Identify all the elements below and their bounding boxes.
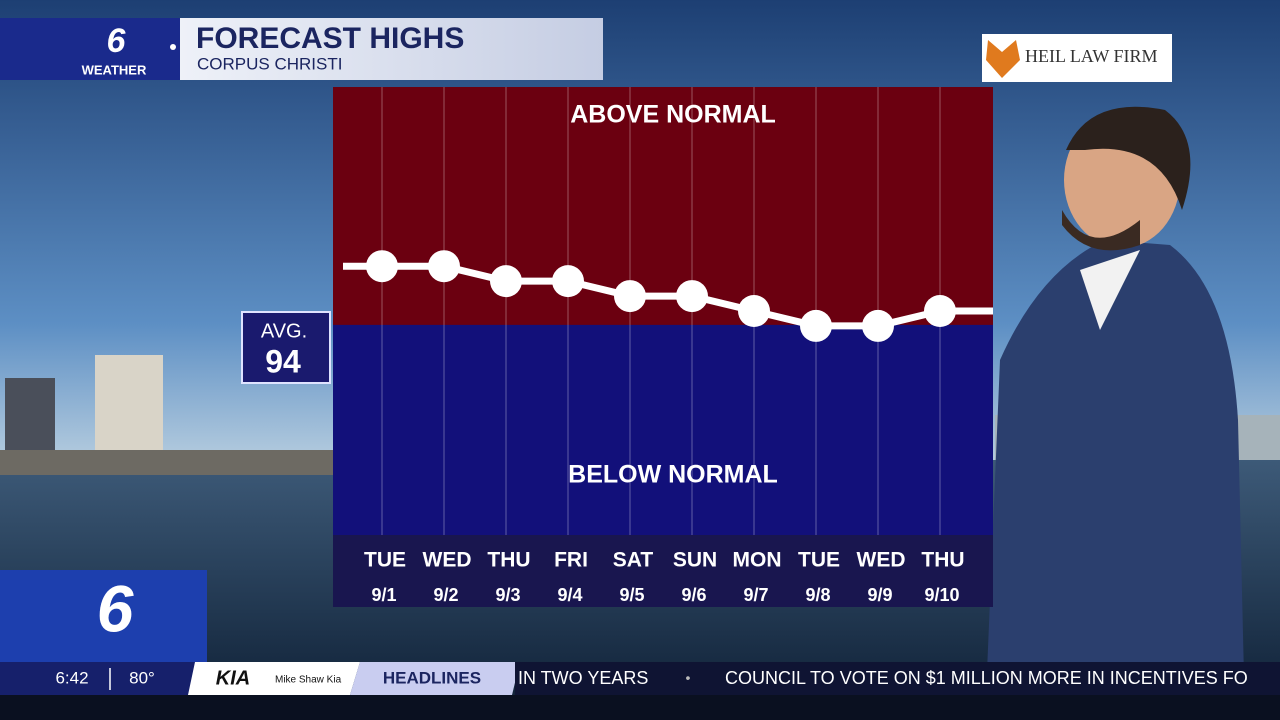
- line: [382, 262, 941, 330]
- point: [924, 295, 956, 327]
- footer-sponsor: Mike Shaw Kia: [275, 675, 342, 686]
- date-label: 9/7: [743, 585, 768, 605]
- x-tick-label: SUN: [673, 549, 717, 572]
- footer-sponsor-logo: KIA: [216, 667, 250, 689]
- ticker-item: COUNCIL TO VOTE ON $1 MILLION MORE IN IN…: [725, 668, 1248, 688]
- label-band: [333, 535, 993, 607]
- date-label: 9/9: [867, 585, 892, 605]
- above-region: [333, 87, 993, 326]
- header-brand: WEATHER: [82, 62, 147, 77]
- point: [428, 250, 460, 283]
- date-label: 9/1: [371, 585, 396, 605]
- point: [738, 295, 770, 327]
- date-label: 9/4: [557, 585, 582, 605]
- date-label: 9/6: [681, 585, 706, 605]
- point: [614, 280, 646, 313]
- sponsor-name: HEIL LAW FIRM: [1025, 46, 1158, 66]
- header-subtitle: CORPUS CHRISTI: [197, 54, 342, 73]
- average-value: 94: [265, 343, 301, 379]
- date-label: 9/5: [619, 585, 644, 605]
- footer-sponsor-box: [188, 662, 360, 695]
- footer-temperature: 80°: [129, 668, 155, 687]
- header-title-box: [180, 18, 603, 80]
- x-tick-label: THU: [921, 549, 964, 572]
- footer-ticker-label-box: [350, 662, 520, 695]
- date-label: 9/10: [924, 585, 959, 605]
- building: [5, 378, 55, 460]
- x-tick-label: SAT: [613, 549, 654, 572]
- footer-ticker-box: [515, 662, 1280, 695]
- header-logo-box: [0, 18, 180, 80]
- footer-ticker: IN TWO YEARS • COUNCIL TO VOTE ON $1 MIL…: [518, 668, 1248, 688]
- point: [800, 309, 832, 342]
- ticker-item: IN TWO YEARS: [518, 668, 648, 688]
- x-tick-label: FRI: [554, 549, 588, 572]
- average-label: AVG.: [261, 320, 307, 342]
- above-label: ABOVE NORMAL: [570, 101, 776, 129]
- x-tick-label: MON: [733, 549, 782, 572]
- x-tick-label: TUE: [798, 549, 840, 572]
- sponsor-icon: [986, 40, 1020, 78]
- date-label: 9/3: [495, 585, 520, 605]
- shore: [0, 450, 333, 475]
- footer-logo-box: [0, 570, 207, 662]
- building: [95, 355, 163, 460]
- date-label: 9/2: [433, 585, 458, 605]
- point: [366, 250, 398, 283]
- header-dot: [170, 44, 176, 50]
- presenter-hair: [1066, 106, 1191, 210]
- point: [676, 280, 708, 313]
- below-region: [333, 325, 993, 535]
- point: [862, 309, 894, 342]
- point: [490, 265, 522, 298]
- average-box: [241, 311, 331, 384]
- footer-logo: 6: [97, 571, 135, 645]
- footer-ticker-label: HEADLINES: [383, 668, 481, 687]
- footer-time: 6:42: [55, 668, 88, 687]
- presenter-shirt: [1080, 250, 1140, 330]
- header-title: FORECAST HIGHS: [196, 22, 464, 55]
- point: [552, 265, 584, 298]
- header-station: 6: [107, 22, 127, 60]
- footer-clock-box: [0, 662, 195, 695]
- x-tick-label: TUE: [364, 549, 406, 572]
- presenter-suit: [985, 240, 1245, 720]
- date-label: 9/8: [805, 585, 830, 605]
- below-label: BELOW NORMAL: [568, 461, 778, 489]
- x-tick-label: WED: [857, 549, 906, 572]
- ticker-separator: •: [686, 670, 691, 686]
- x-tick-label: WED: [423, 549, 472, 572]
- x-tick-label: THU: [487, 549, 530, 572]
- chart: ABOVE NORMAL BELOW NORMAL AVG.94 TUE 9/1 WED 9…: [241, 87, 993, 607]
- presenter-beard: [1062, 210, 1140, 251]
- footer-base: [0, 695, 1280, 720]
